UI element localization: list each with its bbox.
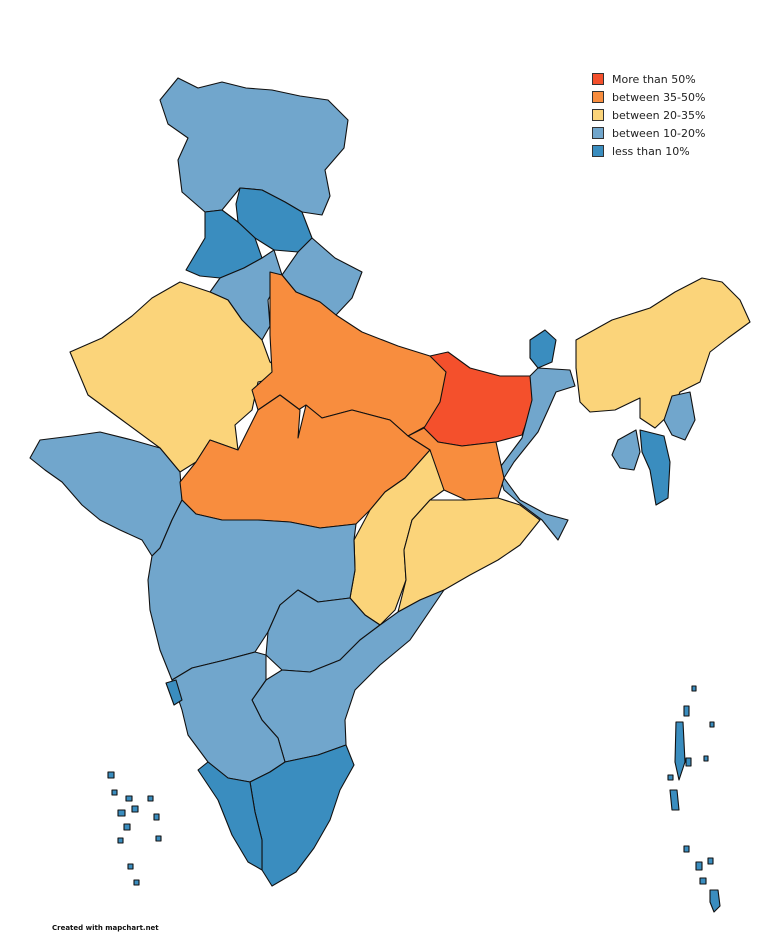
region-sikkim[interactable] bbox=[529, 329, 557, 369]
region-tripura[interactable] bbox=[611, 429, 641, 471]
legend: More than 50% between 35-50% between 20-… bbox=[592, 70, 705, 160]
region-goa[interactable] bbox=[165, 679, 183, 706]
region-gujarat[interactable] bbox=[29, 431, 183, 557]
region-kerala[interactable] bbox=[197, 761, 263, 871]
legend-item: less than 10% bbox=[592, 142, 705, 160]
legend-label: between 20-35% bbox=[612, 108, 706, 122]
region-karnataka[interactable] bbox=[171, 651, 286, 783]
legend-item: between 10-20% bbox=[592, 124, 705, 142]
region-odisha[interactable] bbox=[397, 497, 541, 613]
legend-item: More than 50% bbox=[592, 70, 705, 88]
legend-label: between 35-50% bbox=[612, 90, 706, 104]
region-bihar[interactable] bbox=[423, 351, 535, 447]
legend-label: less than 10% bbox=[612, 144, 690, 158]
region-andaman-nicobar[interactable] bbox=[667, 685, 721, 913]
legend-item: between 20-35% bbox=[592, 106, 705, 124]
credit-text: Created with mapchart.net bbox=[52, 924, 159, 932]
legend-swatch bbox=[592, 127, 604, 139]
legend-swatch bbox=[592, 109, 604, 121]
legend-swatch bbox=[592, 73, 604, 85]
legend-item: between 35-50% bbox=[592, 88, 705, 106]
region-northeast[interactable] bbox=[575, 277, 751, 429]
region-lakshadweep[interactable] bbox=[107, 771, 162, 886]
legend-swatch bbox=[592, 145, 604, 157]
legend-label: More than 50% bbox=[612, 72, 696, 86]
region-mizoram[interactable] bbox=[639, 429, 671, 506]
region-jammu-kashmir-ladakh[interactable] bbox=[159, 77, 349, 216]
legend-label: between 10-20% bbox=[612, 126, 706, 140]
region-west-bengal[interactable] bbox=[497, 367, 576, 541]
region-manipur[interactable] bbox=[663, 391, 696, 441]
legend-swatch bbox=[592, 91, 604, 103]
